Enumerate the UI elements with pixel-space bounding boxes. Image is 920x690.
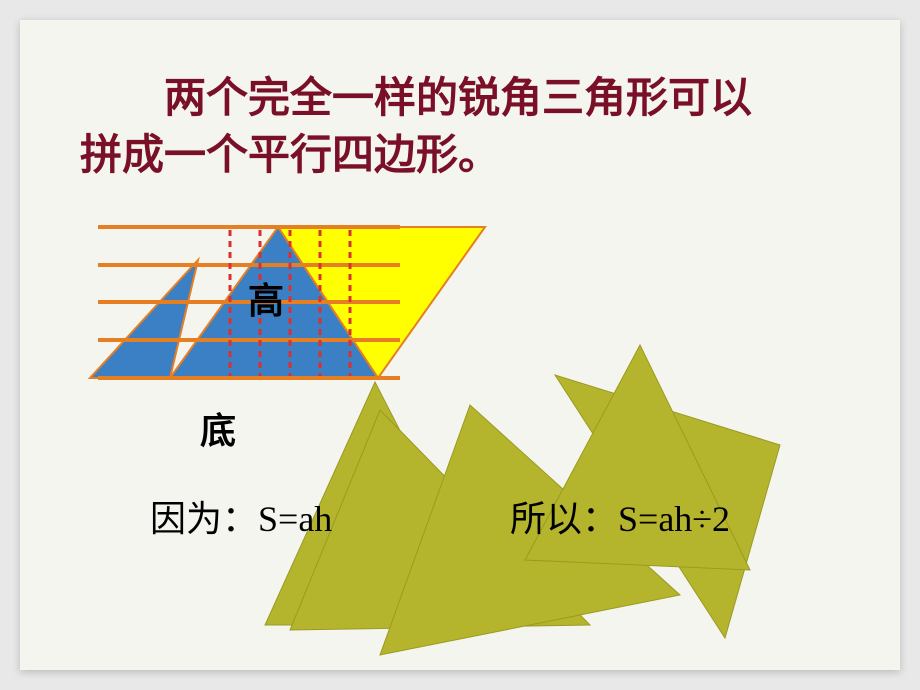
diagram-svg — [70, 200, 790, 660]
title-line1: 两个完全一样的锐角三角形可以 — [80, 70, 860, 127]
slide-title: 两个完全一样的锐角三角形可以 拼成一个平行四边形。 — [80, 70, 860, 183]
title-line2: 拼成一个平行四边形。 — [80, 127, 860, 184]
label-height: 高 — [248, 272, 284, 324]
label-base: 底 — [200, 402, 236, 454]
formula-therefore: 所以：S=ah÷2 — [510, 490, 730, 542]
formula-because: 因为：S=ah — [150, 490, 332, 542]
geometry-diagram — [70, 200, 790, 660]
slide-container: 两个完全一样的锐角三角形可以 拼成一个平行四边形。 高 底 因为：S=ah 所以… — [20, 20, 900, 670]
